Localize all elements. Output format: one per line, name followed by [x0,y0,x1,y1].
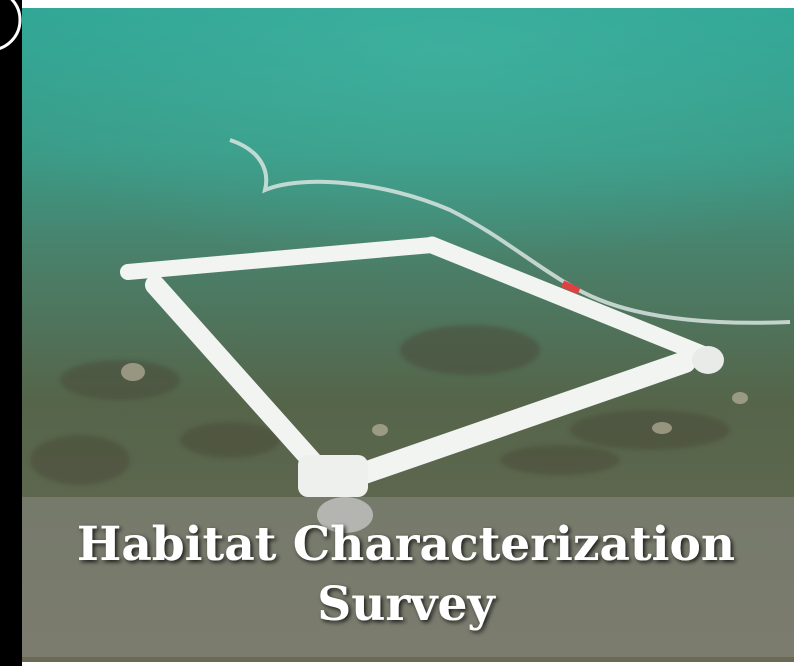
left-edge [0,0,22,666]
photo [22,8,794,662]
caption-line: Habitat Characterization [77,517,735,572]
corner-badge [0,0,22,50]
caption-band [22,497,794,657]
caption-line: Survey [317,577,496,632]
